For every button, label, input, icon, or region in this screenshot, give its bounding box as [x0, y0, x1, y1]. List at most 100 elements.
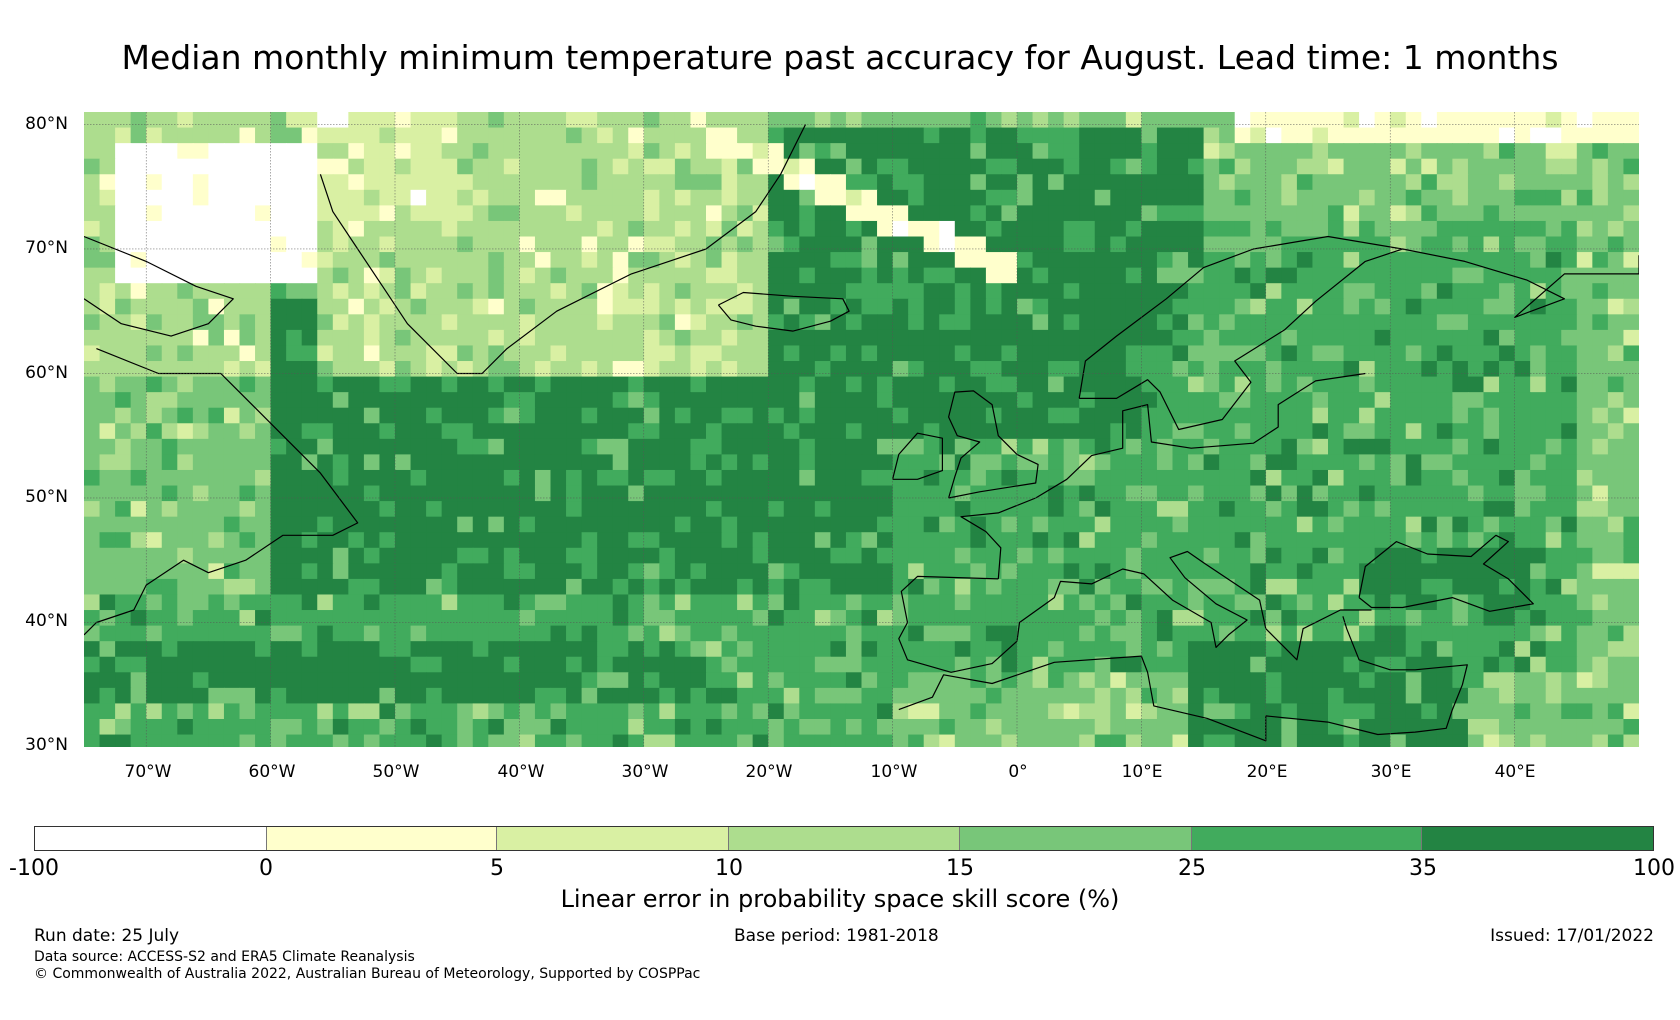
grid-cell [814, 252, 831, 269]
grid-cell [317, 594, 334, 611]
grid-cell [1079, 532, 1096, 549]
grid-cell [581, 252, 598, 269]
grid-cell [301, 220, 318, 238]
grid-cell [1452, 174, 1469, 191]
grid-cell [99, 376, 116, 393]
grid-cell [472, 516, 489, 533]
grid-cell [1514, 252, 1531, 269]
grid-cell [441, 407, 458, 424]
grid-cell [737, 329, 754, 347]
grid-cell [1125, 298, 1142, 315]
grid-cell [1390, 656, 1407, 673]
grid-cell [1141, 578, 1158, 596]
grid-cell [1032, 127, 1049, 144]
grid-cell [192, 298, 209, 315]
grid-cell [1576, 485, 1593, 502]
grid-cell [628, 594, 645, 611]
grid-cell [519, 516, 536, 533]
grid-cell [457, 532, 474, 549]
grid-cell [363, 112, 381, 129]
grid-cell [908, 625, 925, 642]
grid-cell [1048, 532, 1065, 549]
grid-cell [1281, 532, 1298, 549]
grid-cell [659, 158, 676, 175]
grid-cell [99, 532, 116, 549]
grid-cell [1063, 423, 1080, 440]
grid-cell [1203, 127, 1220, 144]
grid-cell [659, 407, 676, 424]
grid-cell [1001, 205, 1018, 222]
grid-cell [84, 267, 101, 284]
grid-cell [1405, 656, 1422, 673]
grid-cell [1156, 283, 1174, 300]
grid-cell [1048, 267, 1065, 284]
grid-cell [908, 516, 925, 533]
grid-cell [1374, 189, 1391, 206]
grid-cell [488, 220, 505, 238]
grid-cell [783, 158, 800, 175]
grid-cell [985, 127, 1003, 144]
grid-cell [348, 158, 365, 175]
grid-cell [1188, 594, 1205, 611]
grid-cell [223, 516, 241, 533]
grid-cell [379, 392, 396, 409]
grid-cell [612, 687, 629, 705]
grid-cell [923, 143, 940, 160]
grid-cell [1607, 672, 1625, 689]
grid-cell [472, 532, 489, 549]
grid-cell [332, 672, 349, 689]
grid-cell [783, 236, 800, 253]
grid-cell [1141, 376, 1158, 393]
grid-cell [363, 329, 381, 347]
grid-cell [628, 174, 645, 191]
grid-cell [255, 547, 272, 564]
grid-cell [1390, 485, 1407, 502]
grid-cell [845, 485, 863, 502]
grid-cell [1359, 158, 1376, 175]
grid-cell [659, 687, 676, 705]
grid-cell [1328, 687, 1345, 705]
grid-cell [1514, 298, 1531, 315]
grid-cell [115, 625, 132, 642]
grid-cell [1265, 734, 1282, 747]
grid-cell [1561, 610, 1578, 627]
grid-cell [783, 376, 800, 393]
grid-cell [1048, 329, 1065, 347]
grid-cell [970, 127, 987, 144]
grid-cell [332, 532, 349, 549]
grid-cell [208, 687, 225, 705]
grid-cell [270, 703, 287, 720]
grid-cell [472, 718, 489, 736]
grid-cell [472, 205, 489, 222]
grid-cell [752, 267, 769, 284]
grid-cell [534, 594, 552, 611]
grid-cell [1592, 485, 1609, 502]
grid-cell [488, 329, 505, 347]
grid-cell [395, 267, 412, 284]
grid-cell [1063, 594, 1080, 611]
grid-cell [286, 127, 303, 144]
grid-cell [1359, 143, 1376, 160]
grid-cell [363, 578, 381, 596]
grid-cell [861, 641, 878, 658]
grid-cell [1545, 547, 1562, 564]
grid-cell [923, 641, 940, 658]
grid-cell [737, 112, 754, 129]
grid-cell [814, 205, 831, 222]
grid-cell [597, 220, 614, 238]
grid-cell [1436, 578, 1453, 596]
grid-cell [472, 314, 489, 331]
grid-cell [799, 610, 816, 627]
grid-cell [1514, 563, 1531, 580]
grid-cell [612, 454, 629, 471]
grid-cell [379, 625, 396, 642]
grid-cell [1343, 423, 1360, 440]
grid-cell [861, 656, 878, 673]
grid-cell [1063, 174, 1080, 191]
grid-cell [161, 345, 178, 362]
grid-cell [1343, 656, 1360, 673]
grid-cell [1623, 501, 1639, 518]
grid-cell [939, 112, 956, 129]
grid-cell [799, 329, 816, 347]
grid-cell [1032, 112, 1049, 129]
